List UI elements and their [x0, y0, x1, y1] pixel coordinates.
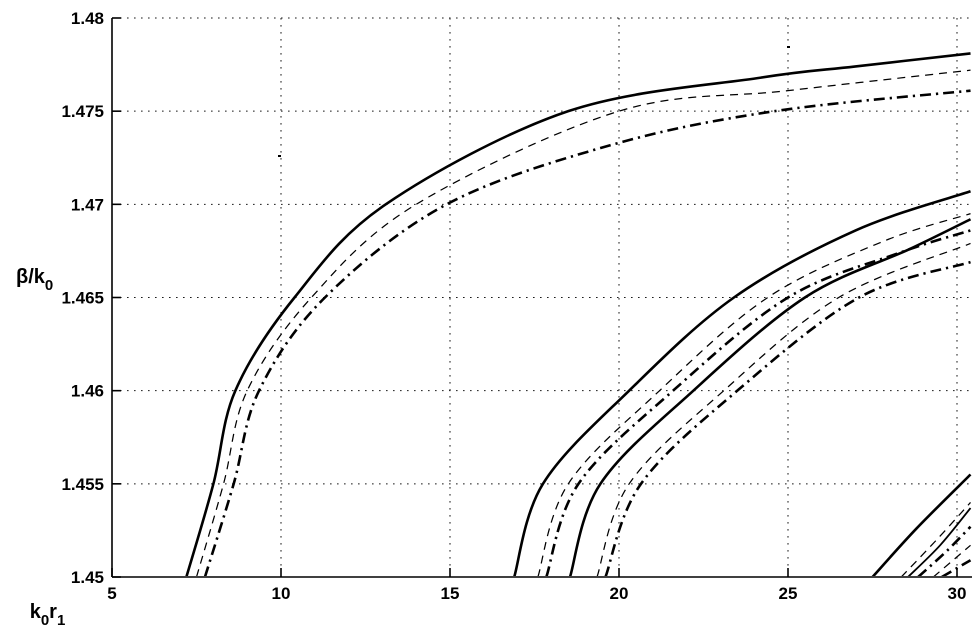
y-tick-label: 1.47 [71, 195, 104, 214]
y-axis-label: β/k0 [16, 266, 54, 294]
y-tick-label: 1.455 [61, 475, 104, 494]
y-tick-label: 1.465 [61, 289, 104, 308]
x-tick-label: 15 [441, 584, 460, 603]
y-tick-label: 1.48 [71, 9, 104, 28]
scan-speck [787, 46, 790, 48]
x-tick-label: 30 [948, 584, 967, 603]
series-mode1-dashdot [203, 89, 971, 576]
series-mode1-solid [185, 52, 971, 576]
x-tick-label: 10 [272, 584, 291, 603]
x-tick-label: 25 [779, 584, 798, 603]
y-axis-label-main: β/k [16, 266, 45, 288]
y-tick-label: 1.475 [61, 102, 104, 121]
series-mode2a-solid [513, 190, 971, 576]
y-tick-label: 1.45 [71, 568, 104, 587]
series-mode3b-dashed [933, 544, 971, 576]
series-mode2a-dashdot [545, 229, 971, 576]
series-mode3a-solid [871, 473, 972, 576]
series-mode2a-dashed [537, 213, 971, 576]
series-mode2b-dashdot [604, 260, 971, 576]
x-axis-label: k0r1 [0, 601, 974, 629]
x-axis-label-p1: k [29, 601, 41, 623]
scan-speck [278, 155, 281, 157]
series-mode3a-dashed [901, 502, 971, 576]
x-tick-label: 20 [610, 584, 629, 603]
x-axis-label-p2: r [49, 601, 57, 623]
y-tick-label: 1.46 [71, 382, 104, 401]
series-mode3b-solid [907, 507, 972, 576]
series-mode3b-dashdot [941, 559, 972, 576]
x-axis-label-s2: 1 [56, 612, 66, 629]
series-mode2b-solid [568, 218, 972, 576]
x-axis-label-s1: 0 [40, 612, 50, 629]
series-mode2b-dashed [596, 242, 971, 576]
x-tick-label: 5 [107, 584, 116, 603]
y-axis-label-sub: 0 [44, 277, 54, 294]
series-mode3a-dashdot [917, 525, 972, 576]
series-mode1-dashed [196, 69, 971, 576]
